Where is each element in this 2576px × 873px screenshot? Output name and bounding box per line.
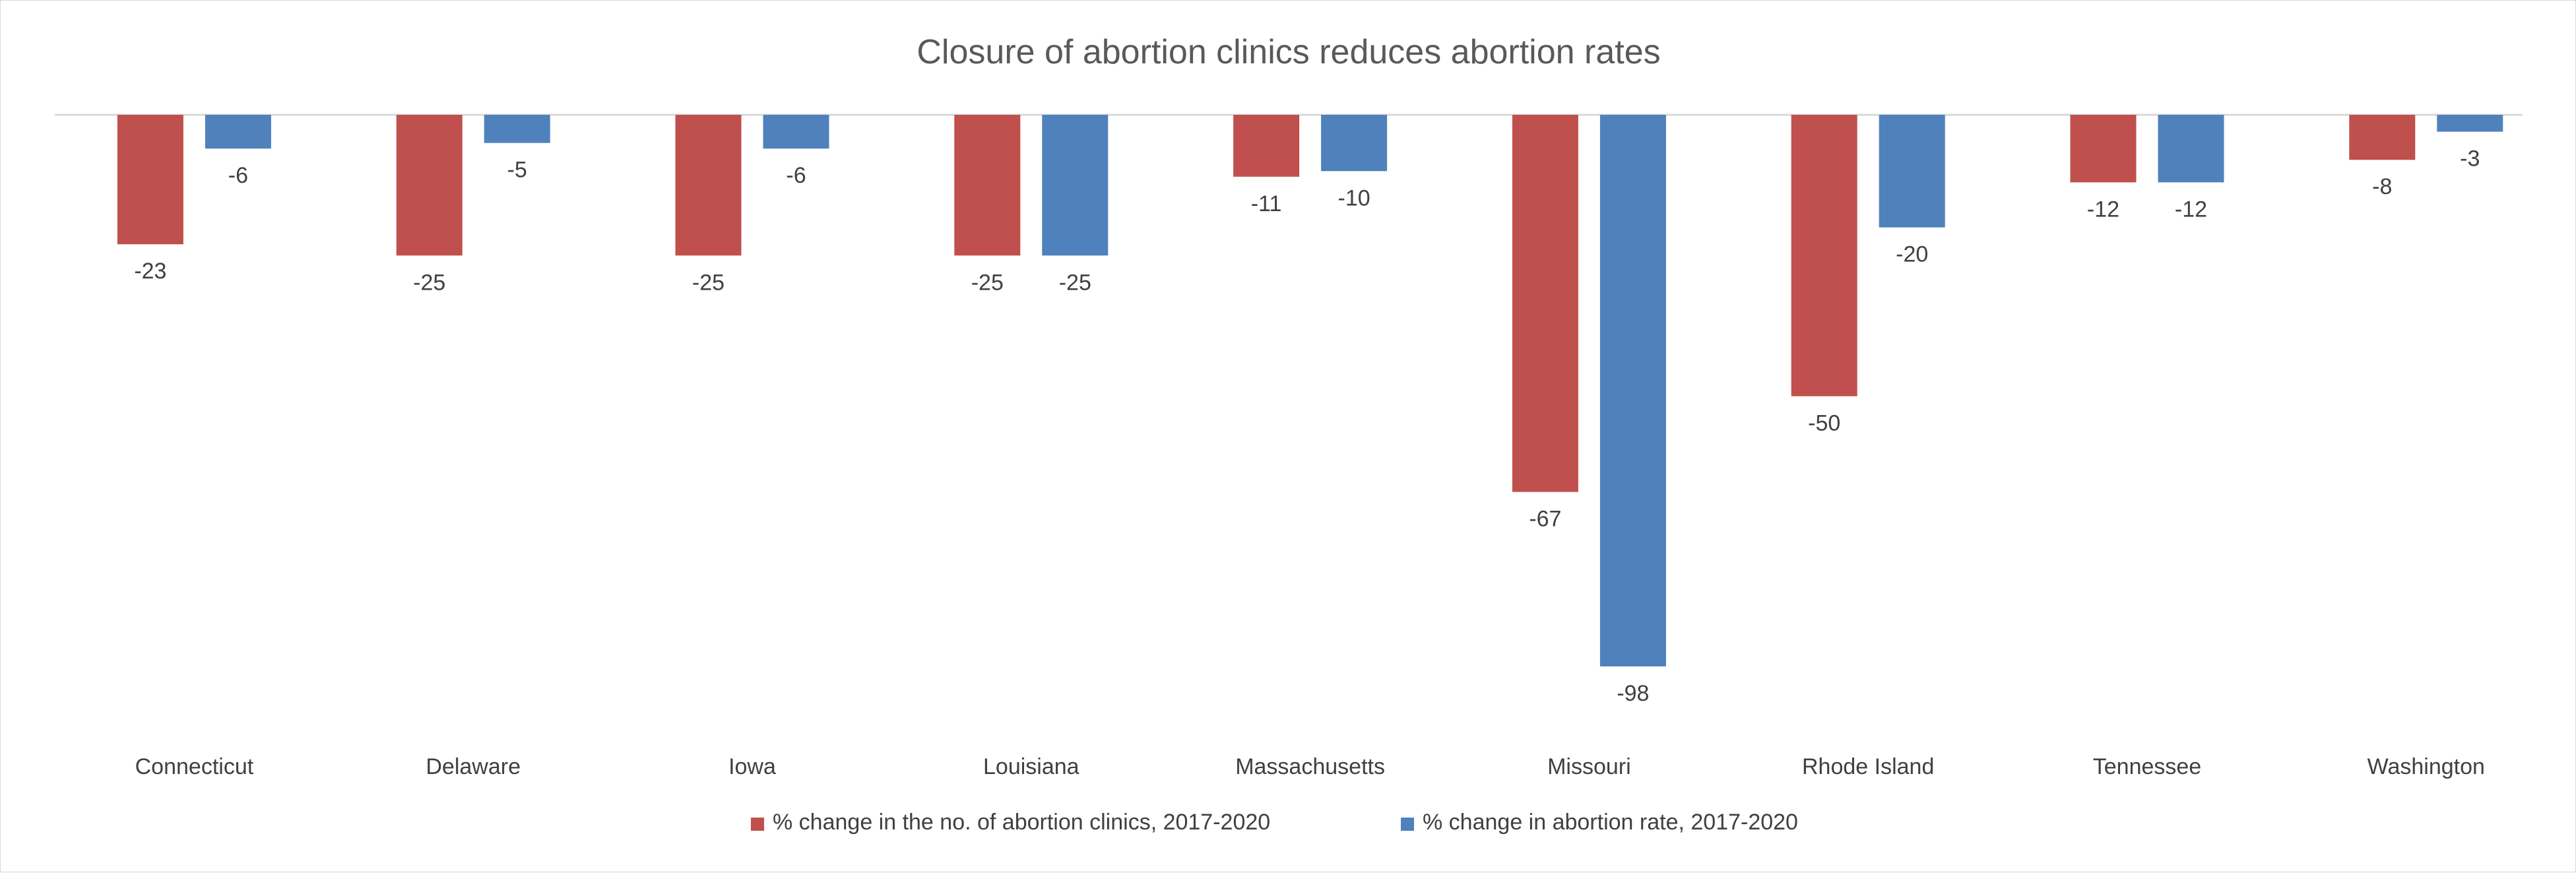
bar-iowa-series-1: [675, 115, 742, 256]
data-label-missouri-series-2: -98: [1617, 681, 1649, 706]
bar-massachusetts-series-2: [1321, 115, 1388, 172]
legend-swatch-series-2: [1401, 818, 1414, 831]
category-label-iowa: Iowa: [728, 754, 776, 779]
data-label-connecticut-series-2: -6: [228, 163, 248, 188]
category-label-delaware: Delaware: [426, 754, 521, 779]
data-label-missouri-series-1: -67: [1529, 507, 1561, 532]
bar-rhode-island-series-1: [1791, 115, 1857, 397]
plot-area: -23 -6 -25 -5 -25 -6 -25 -25 -11 -10 -67 -98 -50 -20 -…: [117, 115, 2503, 706]
bar-rhode-island-series-2: [1879, 115, 1945, 228]
data-label-tennessee-series-1: -12: [2087, 197, 2119, 222]
bar-tennessee-series-2: [2158, 115, 2224, 183]
bar-delaware-series-1: [396, 115, 463, 256]
data-label-rhode-island-series-2: -20: [1896, 242, 1928, 267]
bar-missouri-series-2: [1599, 115, 1666, 666]
chart-title: Closure of abortion clinics reduces abor…: [917, 33, 1660, 71]
bar-louisiana-series-1: [954, 115, 1021, 256]
data-label-washington-series-1: -8: [2372, 174, 2392, 199]
category-label-rhode-island: Rhode Island: [1802, 754, 1934, 779]
bar-washington-series-2: [2437, 115, 2503, 132]
category-label-louisiana: Louisiana: [983, 754, 1079, 779]
data-label-washington-series-2: -3: [2460, 146, 2480, 172]
bar-missouri-series-1: [1512, 115, 1578, 492]
bar-connecticut-series-1: [117, 115, 183, 245]
legend-label-series-1: % change in the no. of abortion clinics,…: [773, 810, 1270, 835]
bar-tennessee-series-1: [2070, 115, 2137, 183]
data-label-tennessee-series-2: -12: [2175, 197, 2207, 222]
bar-iowa-series-2: [763, 115, 829, 149]
category-label-connecticut: Connecticut: [135, 754, 254, 779]
data-label-louisiana-series-2: -25: [1059, 270, 1091, 295]
category-label-washington: Washington: [2367, 754, 2485, 779]
data-label-massachusetts-series-1: -11: [1251, 191, 1282, 216]
data-label-louisiana-series-1: -25: [971, 270, 1004, 295]
data-label-connecticut-series-1: -23: [134, 259, 166, 284]
legend-swatch-series-1: [751, 818, 764, 831]
data-label-iowa-series-2: -6: [786, 163, 806, 188]
bar-massachusetts-series-1: [1233, 115, 1300, 177]
data-label-massachusetts-series-2: -10: [1338, 185, 1370, 210]
legend-label-series-2: % change in abortion rate, 2017-2020: [1423, 810, 1798, 835]
data-label-delaware-series-1: -25: [413, 270, 445, 295]
bar-louisiana-series-2: [1042, 115, 1109, 256]
category-label-missouri: Missouri: [1547, 754, 1631, 779]
bar-washington-series-1: [2349, 115, 2416, 160]
data-label-delaware-series-2: -5: [507, 158, 527, 183]
data-label-iowa-series-1: -25: [692, 270, 724, 295]
bar-connecticut-series-2: [205, 115, 271, 149]
category-axis-labels: Connecticut Delaware Iowa Louisiana Massachu…: [135, 754, 2485, 779]
category-label-tennessee: Tennessee: [2093, 754, 2201, 779]
category-label-massachusetts: Massachusetts: [1235, 754, 1385, 779]
data-label-rhode-island-series-1: -50: [1808, 411, 1840, 436]
bar-delaware-series-2: [484, 115, 550, 143]
legend: % change in the no. of abortion clinics,…: [751, 810, 1798, 835]
